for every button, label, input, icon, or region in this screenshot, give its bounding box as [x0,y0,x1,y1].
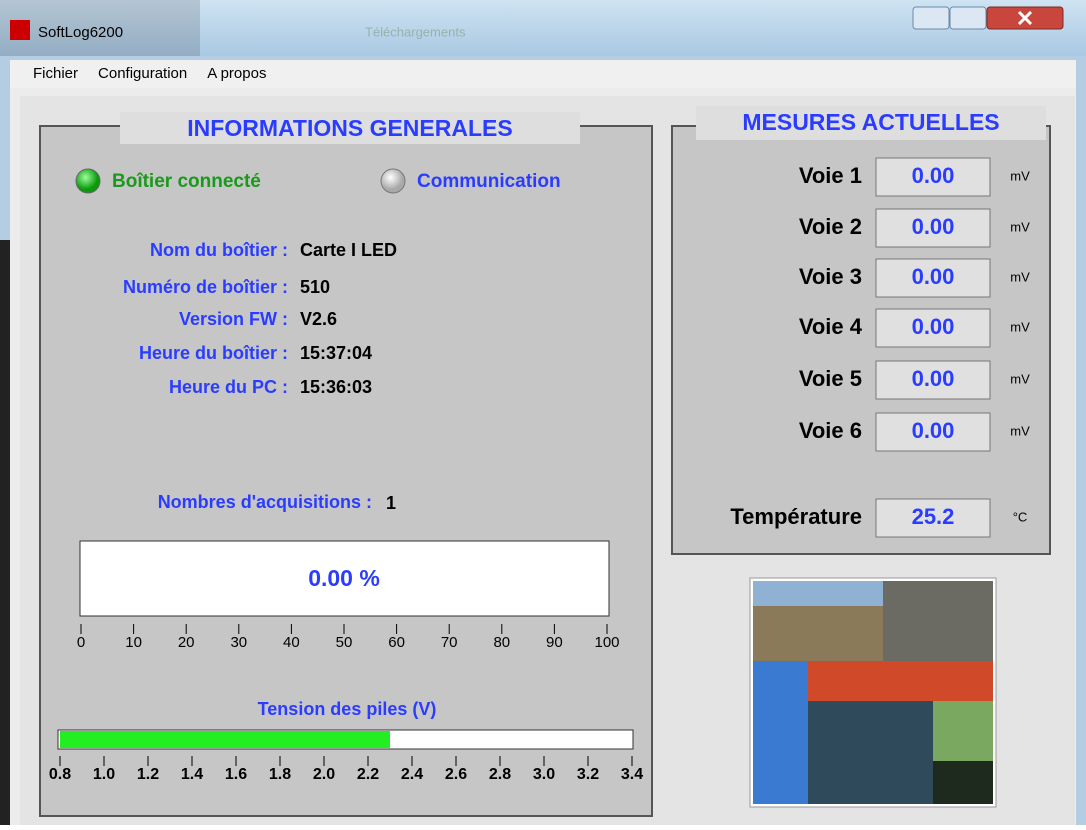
channel-unit: mV [1010,371,1030,386]
field-value: Carte I LED [300,240,397,260]
tick-label: 2.6 [445,766,467,783]
tick-label: 1.2 [137,766,159,783]
channel-label: Voie 6 [799,418,862,443]
tick-label: 1.0 [93,766,115,783]
page: SoftLog6200 Téléchargements Fichier Confi… [0,0,1086,825]
photo-lens [933,761,993,804]
field-value: 510 [300,277,330,297]
field-value: 15:36:03 [300,377,372,397]
channel-value: 0.00 [912,264,955,289]
tick-label: 3.4 [621,766,643,783]
measures-title: MESURES ACTUELLES [742,109,999,135]
temperature-value: 25.2 [912,504,955,529]
channel-unit: mV [1010,319,1030,334]
channel-unit: mV [1010,168,1030,183]
channel-value: 0.00 [912,366,955,391]
channel-label: Voie 3 [799,264,862,289]
photo-box [883,581,993,661]
window: SoftLog6200 Téléchargements Fichier Confi… [0,0,1086,825]
status-communication: Communication [417,171,561,192]
tick-label: 10 [125,634,142,651]
temperature-label: Température [730,504,862,529]
menu-item[interactable]: Fichier [33,65,78,82]
tick-label: 20 [178,634,195,651]
tick-label: 1.4 [181,766,203,783]
channel-value: 0.00 [912,163,955,188]
tick-label: 100 [594,634,619,651]
channel-value: 0.00 [912,214,955,239]
tick-label: 1.8 [269,766,291,783]
tick-label: 1.6 [225,766,247,783]
taskbar-item: Téléchargements [365,24,466,39]
channel-unit: mV [1010,219,1030,234]
window-title: SoftLog6200 [38,24,123,41]
photo-map [808,661,993,701]
tick-label: 90 [546,634,563,651]
general-title: INFORMATIONS GENERALES [187,115,512,141]
left-edge [0,240,10,825]
minimize-button[interactable] [913,7,949,29]
progress-label: 0.00 % [308,565,380,591]
channel-value: 0.00 [912,418,955,443]
tick-label: 2.8 [489,766,511,783]
acq-label: Nombres d'acquisitions : [158,492,372,512]
tick-label: 0 [77,634,85,651]
field-label: Nom du boîtier : [150,240,288,260]
channel-label: Voie 1 [799,163,862,188]
measures-group [672,126,1050,554]
tick-label: 60 [388,634,405,651]
channel-unit: mV [1010,423,1030,438]
menu-item[interactable]: Configuration [98,65,187,82]
channel-unit: mV [1010,269,1030,284]
channel-value: 0.00 [912,314,955,339]
photo-water [808,701,933,804]
gauge-fill [60,731,390,748]
tick-label: 0.8 [49,766,71,783]
tick-label: 2.4 [401,766,423,783]
photo-sky [753,581,883,606]
field-label: Heure du boîtier : [139,343,288,363]
led-communication [381,169,405,193]
app-icon [10,20,30,40]
menu-item[interactable]: A propos [207,65,266,82]
field-value: V2.6 [300,309,337,329]
tick-label: 2.0 [313,766,335,783]
photo-grass [933,701,993,761]
tick-label: 50 [336,634,353,651]
acq-value: 1 [386,493,396,513]
field-value: 15:37:04 [300,343,372,363]
tick-label: 3.0 [533,766,555,783]
maximize-button[interactable] [950,7,986,29]
tick-label: 3.2 [577,766,599,783]
photo-heatmap [753,661,808,804]
tick-label: 70 [441,634,458,651]
tick-label: 80 [493,634,510,651]
led-connected [76,169,100,193]
field-label: Version FW : [179,309,288,329]
field-label: Numéro de boîtier : [123,277,288,297]
temperature-unit: °C [1013,509,1028,524]
channel-label: Voie 2 [799,214,862,239]
status-connected: Boîtier connecté [112,171,261,192]
channel-label: Voie 5 [799,366,862,391]
tick-label: 30 [230,634,247,651]
battery-title: Tension des piles (V) [258,699,437,719]
tick-label: 40 [283,634,300,651]
channel-label: Voie 4 [799,314,863,339]
photo-collage [750,578,996,807]
field-label: Heure du PC : [169,377,288,397]
tick-label: 2.2 [357,766,379,783]
